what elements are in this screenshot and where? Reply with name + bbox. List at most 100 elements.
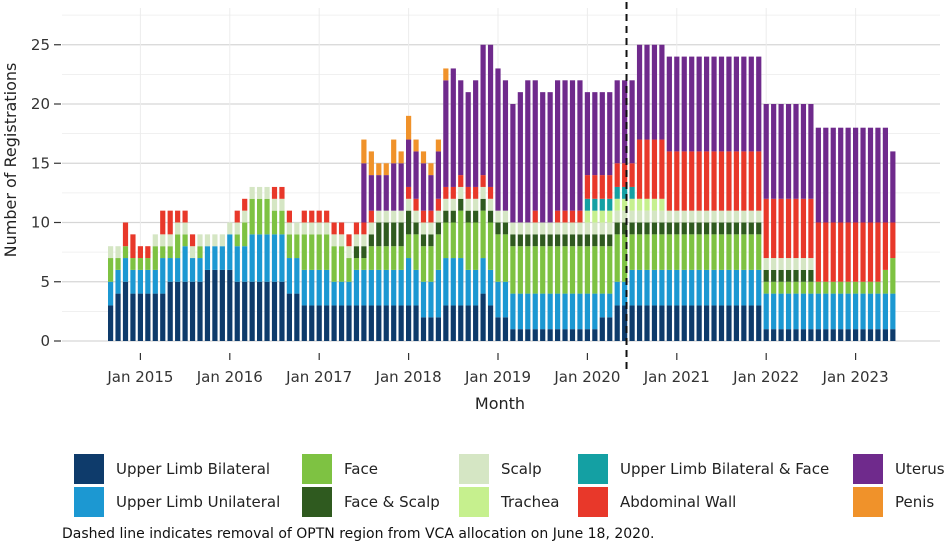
y-tick-label: 0 xyxy=(40,332,50,350)
bar-segment xyxy=(651,222,658,235)
bar-segment xyxy=(696,305,702,341)
bar-segment xyxy=(592,293,598,330)
bar-segment xyxy=(808,258,814,270)
bar-segment xyxy=(674,222,680,235)
bar-segment xyxy=(480,198,486,211)
bar-segment xyxy=(480,258,486,294)
bar-segment xyxy=(122,222,129,247)
bar-segment xyxy=(502,222,509,235)
bar-segment xyxy=(294,234,300,259)
bar-segment xyxy=(718,269,725,306)
bar-segment xyxy=(338,234,345,247)
bar-segment xyxy=(160,293,166,341)
bar-segment xyxy=(324,210,330,223)
bar-segment xyxy=(748,151,754,211)
bar-segment xyxy=(592,175,598,199)
bar-segment xyxy=(510,234,516,247)
bar-segment xyxy=(189,281,196,341)
bar-segment xyxy=(413,234,419,270)
bar-segment xyxy=(659,222,665,235)
bar-segment xyxy=(331,305,337,341)
bar-segment xyxy=(793,293,799,330)
bar-segment xyxy=(853,127,859,223)
bar-segment xyxy=(741,56,747,152)
bar-segment xyxy=(555,222,561,235)
bar-segment xyxy=(778,198,784,259)
bar-segment xyxy=(599,92,605,176)
bar-segment xyxy=(353,222,360,235)
bar-segment xyxy=(398,269,404,306)
bar-segment xyxy=(197,281,203,341)
bar-segment xyxy=(383,210,389,223)
bar-segment xyxy=(286,210,292,223)
bar-segment xyxy=(800,269,807,282)
bar-segment xyxy=(480,210,486,259)
bar-segment xyxy=(428,317,434,341)
bar-segment xyxy=(644,305,650,341)
bar-segment xyxy=(435,269,441,318)
bar-segment xyxy=(607,222,613,235)
bar-segment xyxy=(890,293,896,330)
bar-segment xyxy=(614,305,620,341)
bar-segment xyxy=(122,246,129,259)
bar-segment xyxy=(301,210,307,223)
bar-segment xyxy=(890,258,896,294)
y-axis-label: Number of Registrations xyxy=(1,63,20,258)
bar-segment xyxy=(569,80,576,211)
bar-segment xyxy=(398,151,404,164)
bar-segment xyxy=(383,222,389,247)
bar-segment xyxy=(316,210,322,223)
bar-segment xyxy=(487,44,494,187)
bar-segment xyxy=(487,222,494,270)
bar-segment xyxy=(406,305,412,341)
bar-segment xyxy=(808,104,814,199)
bar-segment xyxy=(234,281,240,341)
bar-segment xyxy=(547,329,553,341)
bar-segment xyxy=(525,234,531,247)
legend-item: Trachea xyxy=(459,486,560,518)
bar-segment xyxy=(659,305,665,341)
bar-segment xyxy=(741,305,747,341)
bar-segment xyxy=(674,56,680,152)
x-tick-label: Jan 2017 xyxy=(285,368,352,386)
bar-segment xyxy=(778,281,784,294)
bar-segment xyxy=(756,222,762,235)
bar-segment xyxy=(175,281,181,341)
bar-segment xyxy=(450,210,456,223)
bar-segment xyxy=(875,222,881,282)
bar-segment xyxy=(152,269,158,294)
bar-segment xyxy=(257,198,263,235)
bar-segment xyxy=(569,210,576,223)
bar-segment xyxy=(733,222,739,235)
bar-segment xyxy=(353,234,360,247)
legend-label: Upper Limb Bilateral xyxy=(116,460,271,478)
bar-segment xyxy=(726,210,732,223)
bar-segment xyxy=(376,222,382,247)
bar-segment xyxy=(815,222,821,282)
bar-segment xyxy=(733,151,739,211)
bar-segment xyxy=(450,305,456,341)
bar-segment xyxy=(458,80,464,176)
bar-segment xyxy=(890,222,896,259)
bar-segment xyxy=(383,246,389,270)
bar-segment xyxy=(651,234,658,270)
bar-segment xyxy=(473,269,479,306)
bar-segment xyxy=(458,175,464,187)
bar-segment xyxy=(316,234,322,270)
bar-segment xyxy=(636,305,643,341)
bar-segment xyxy=(413,198,419,211)
bar-segment xyxy=(257,234,263,282)
bar-segment xyxy=(338,222,345,235)
legend-swatch xyxy=(853,454,883,484)
bar-segment xyxy=(435,317,441,341)
bar-segment xyxy=(473,80,479,187)
bar-segment xyxy=(681,305,687,341)
bar-segment xyxy=(376,246,382,270)
bar-segment xyxy=(800,293,807,330)
legend-label: Upper Limb Unilateral xyxy=(116,493,281,511)
bar-segment xyxy=(815,127,821,223)
bar-segment xyxy=(890,151,896,223)
bar-segment xyxy=(145,246,151,259)
bar-segment xyxy=(115,269,121,294)
bar-segment xyxy=(167,258,173,282)
